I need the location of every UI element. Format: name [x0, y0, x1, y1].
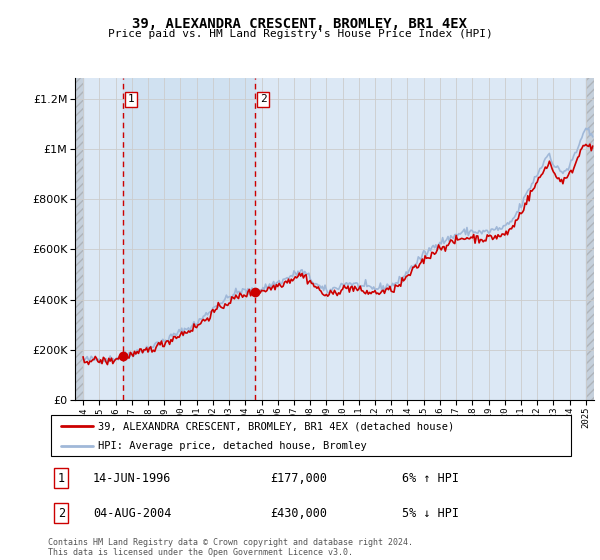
Bar [586, 78, 594, 400]
Bar [123, 78, 255, 400]
Text: 39, ALEXANDRA CRESCENT, BROMLEY, BR1 4EX: 39, ALEXANDRA CRESCENT, BROMLEY, BR1 4EX [133, 17, 467, 31]
Text: Contains HM Land Registry data © Crown copyright and database right 2024.
This d: Contains HM Land Registry data © Crown c… [48, 538, 413, 557]
Bar [586, 78, 594, 400]
Text: 1: 1 [128, 94, 134, 104]
Bar [75, 78, 83, 400]
Text: 39, ALEXANDRA CRESCENT, BROMLEY, BR1 4EX (detached house): 39, ALEXANDRA CRESCENT, BROMLEY, BR1 4EX… [98, 421, 454, 431]
Text: 04-AUG-2004: 04-AUG-2004 [93, 507, 171, 520]
Text: 5% ↓ HPI: 5% ↓ HPI [402, 507, 459, 520]
Text: 2: 2 [260, 94, 266, 104]
Bar [75, 78, 83, 400]
Text: 1: 1 [58, 472, 65, 485]
Text: 2: 2 [58, 507, 65, 520]
Text: Price paid vs. HM Land Registry's House Price Index (HPI): Price paid vs. HM Land Registry's House … [107, 29, 493, 39]
Text: £430,000: £430,000 [270, 507, 327, 520]
FancyBboxPatch shape [50, 416, 571, 456]
Text: 6% ↑ HPI: 6% ↑ HPI [402, 472, 459, 485]
Text: HPI: Average price, detached house, Bromley: HPI: Average price, detached house, Brom… [98, 441, 367, 451]
Text: £177,000: £177,000 [270, 472, 327, 485]
Text: 14-JUN-1996: 14-JUN-1996 [93, 472, 171, 485]
